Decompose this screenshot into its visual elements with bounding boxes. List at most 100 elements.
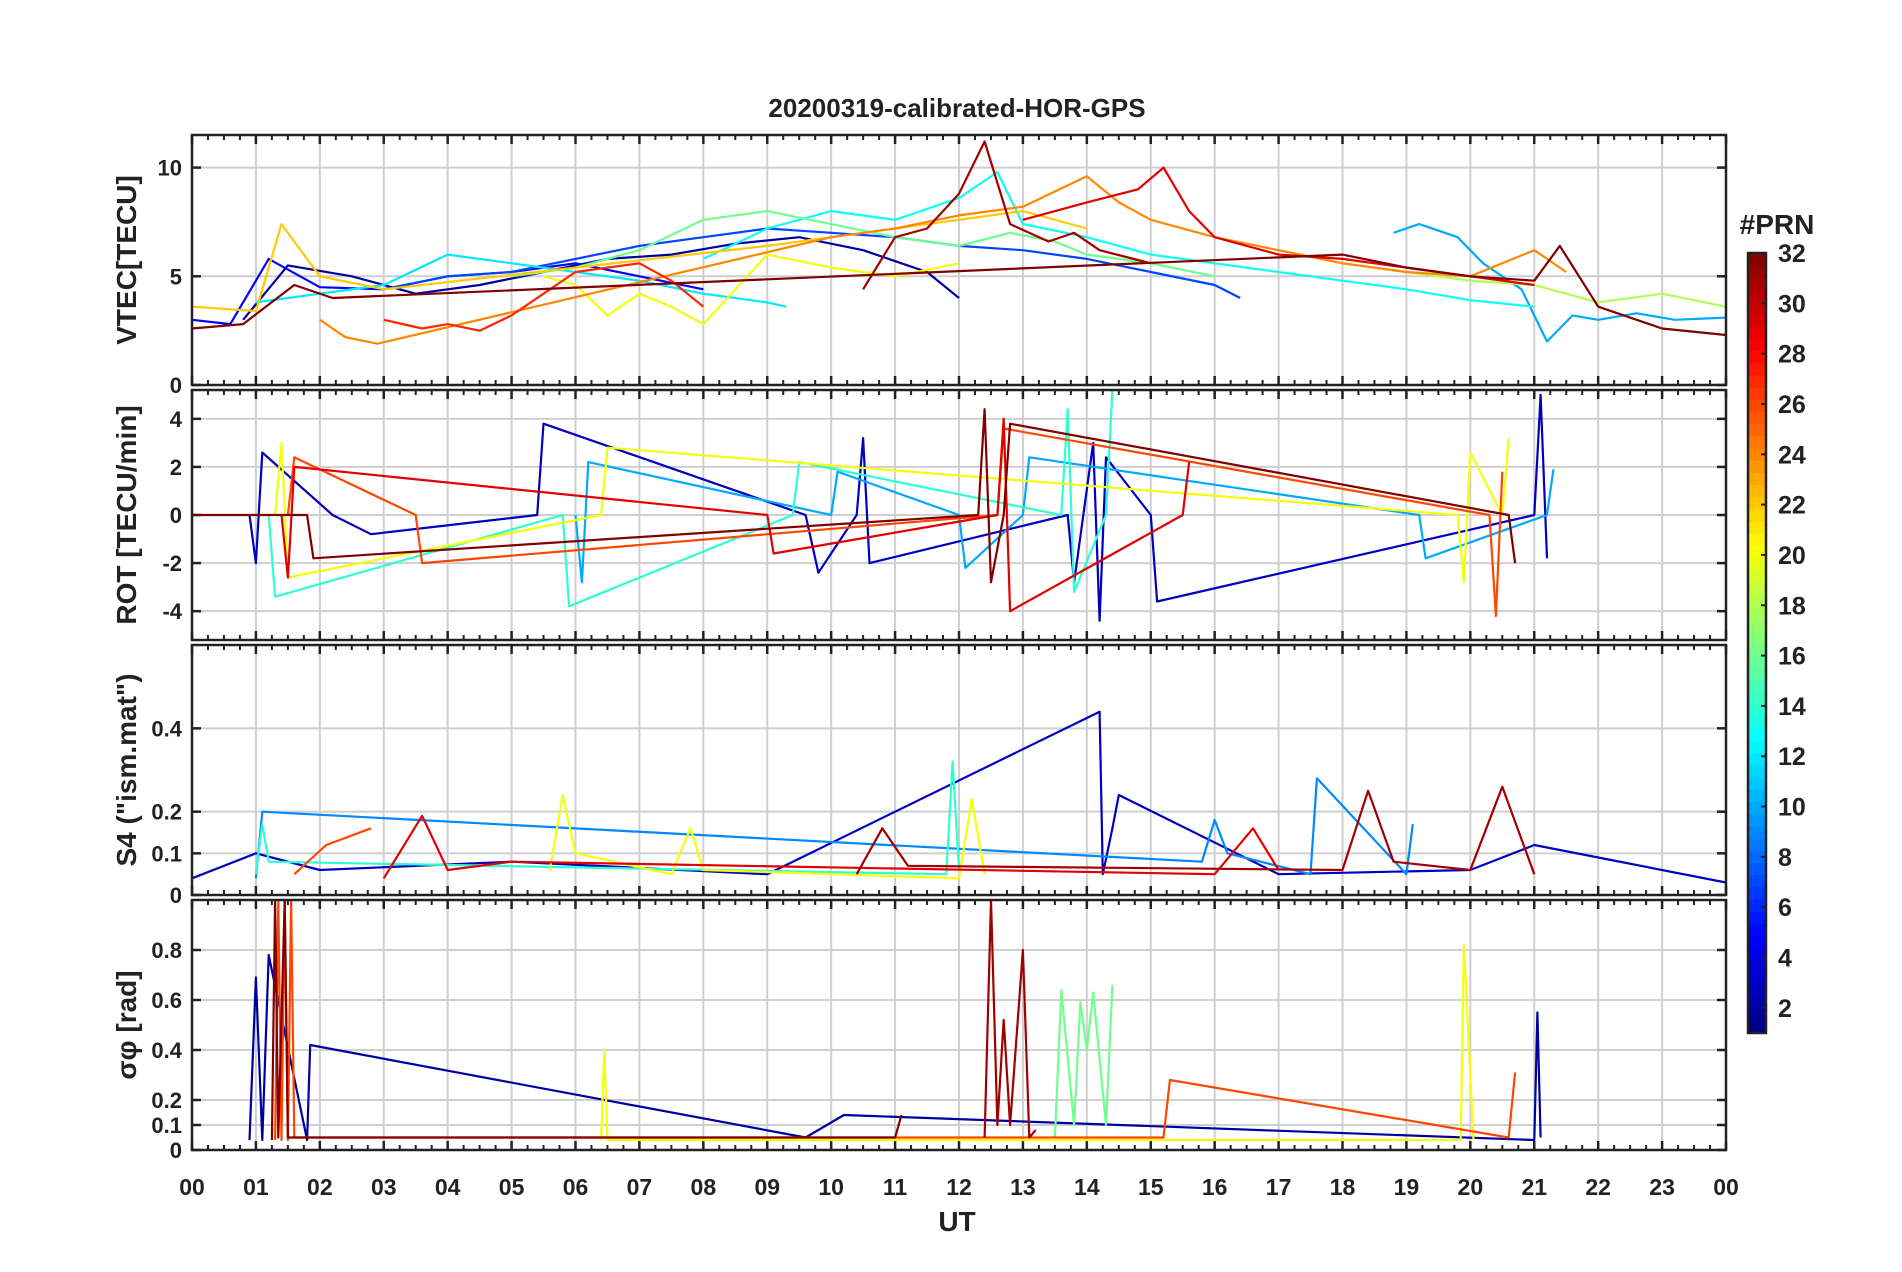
series-line-prn-12 bbox=[255, 253, 787, 308]
y-tick-label: 0.2 bbox=[151, 800, 182, 825]
x-tick-label: 06 bbox=[563, 1174, 589, 1200]
y-tick-label: 0.6 bbox=[151, 988, 182, 1013]
colorbar-segment bbox=[1748, 923, 1766, 937]
y-tick-label: -4 bbox=[162, 599, 182, 624]
colorbar-segment bbox=[1748, 606, 1766, 620]
colorbar-segment bbox=[1748, 874, 1766, 888]
x-tick-label: 07 bbox=[627, 1174, 653, 1200]
x-tick-label: 16 bbox=[1202, 1174, 1228, 1200]
y-tick-label: 4 bbox=[170, 407, 183, 432]
x-tick-label: 00 bbox=[179, 1174, 205, 1200]
y-tick-label: 0 bbox=[170, 373, 182, 398]
colorbar-segment bbox=[1748, 716, 1766, 729]
colorbar-segment bbox=[1748, 289, 1766, 303]
series-line-prn-10 bbox=[574, 456, 1555, 584]
colorbar-segment bbox=[1748, 411, 1766, 425]
colorbar-segment bbox=[1748, 947, 1766, 961]
series-group bbox=[192, 140, 1726, 345]
colorbar-tick-label: 8 bbox=[1778, 844, 1792, 872]
colorbar-segment bbox=[1748, 679, 1766, 693]
series-line-prn-26 bbox=[293, 827, 372, 876]
colorbar-segment bbox=[1748, 362, 1766, 376]
series-line-prn-22 bbox=[192, 210, 1088, 313]
y-tick-label: 0.8 bbox=[151, 938, 182, 963]
colorbar-segment bbox=[1748, 423, 1766, 437]
x-tick-label: 00 bbox=[1713, 1174, 1739, 1200]
colorbar-segment bbox=[1748, 618, 1766, 632]
series-line-prn-9 bbox=[254, 777, 1414, 879]
colorbar-tick-label: 28 bbox=[1778, 341, 1806, 369]
x-tick-label: 04 bbox=[435, 1174, 461, 1200]
x-tick-label: 13 bbox=[1010, 1174, 1036, 1200]
colorbar-segment bbox=[1748, 838, 1766, 851]
colorbar-segment bbox=[1748, 630, 1766, 644]
colorbar-segment bbox=[1748, 301, 1766, 315]
colorbar-segment bbox=[1748, 825, 1766, 839]
series-line-prn-31 bbox=[862, 140, 1152, 290]
colorbar-segment bbox=[1748, 484, 1766, 498]
colorbar-tick-label: 18 bbox=[1778, 592, 1806, 620]
x-tick-label: 21 bbox=[1521, 1174, 1547, 1200]
colorbar-segment bbox=[1748, 338, 1766, 352]
x-tick-label: 10 bbox=[818, 1174, 844, 1200]
series-line-prn-2 bbox=[248, 953, 1542, 1142]
series-line-prn-13 bbox=[702, 170, 1535, 308]
x-tick-label: 09 bbox=[754, 1174, 780, 1200]
colorbar-segment bbox=[1748, 569, 1766, 583]
y-axis-label: VTEC[TECU] bbox=[111, 175, 142, 345]
series-line-prn-7 bbox=[383, 227, 1241, 299]
x-tick-label: 19 bbox=[1394, 1174, 1420, 1200]
colorbar-segment bbox=[1748, 959, 1766, 973]
x-tick-label: 18 bbox=[1330, 1174, 1356, 1200]
colorbar-segment bbox=[1748, 898, 1766, 912]
colorbar-segment bbox=[1748, 643, 1766, 656]
series-line-prn-20 bbox=[548, 793, 986, 880]
colorbar-segment bbox=[1748, 703, 1766, 717]
colorbar-segment bbox=[1748, 1020, 1766, 1034]
x-tick-label: 05 bbox=[499, 1174, 525, 1200]
colorbar-segment bbox=[1748, 801, 1766, 815]
colorbar-segment bbox=[1748, 862, 1766, 876]
colorbar-segment bbox=[1748, 557, 1766, 571]
colorbar-segment bbox=[1748, 582, 1766, 595]
series-line-prn-10 bbox=[1393, 223, 1726, 343]
y-tick-label: 0.4 bbox=[151, 1038, 182, 1063]
colorbar-segment bbox=[1748, 984, 1766, 998]
colorbar-segment bbox=[1748, 265, 1766, 278]
x-tick-label: 03 bbox=[371, 1174, 397, 1200]
y-tick-label: 0 bbox=[170, 1138, 182, 1163]
colorbar-segment bbox=[1748, 850, 1766, 863]
series-line-prn-24 bbox=[319, 175, 1567, 345]
panel-frame bbox=[190, 133, 1728, 387]
panel-frame bbox=[190, 643, 1728, 897]
series-line-prn-14 bbox=[254, 760, 961, 876]
colorbar-segment bbox=[1748, 728, 1766, 742]
series-line-prn-20 bbox=[600, 943, 1475, 1142]
colorbar-segment bbox=[1748, 911, 1766, 924]
colorbar-segment bbox=[1748, 740, 1766, 754]
colorbar-tick-label: 14 bbox=[1778, 693, 1806, 721]
x-tick-label: 02 bbox=[307, 1174, 333, 1200]
colorbar-segment bbox=[1748, 545, 1766, 559]
x-tick-label: 20 bbox=[1458, 1174, 1484, 1200]
series-line-prn-29 bbox=[382, 814, 1280, 879]
colorbar-segment bbox=[1748, 655, 1766, 668]
series-line-prn-27 bbox=[383, 262, 704, 332]
colorbar-segment bbox=[1748, 1008, 1766, 1022]
series-line-prn-20 bbox=[543, 253, 960, 326]
colorbar-segment bbox=[1748, 886, 1766, 900]
x-tick-label: 17 bbox=[1266, 1174, 1292, 1200]
y-axis-label: S4 ("ism.mat") bbox=[111, 673, 142, 866]
colorbar-segment bbox=[1748, 594, 1766, 608]
x-tick-label: 12 bbox=[946, 1174, 972, 1200]
colorbar-segment bbox=[1748, 972, 1766, 985]
y-tick-label: -2 bbox=[162, 551, 182, 576]
colorbar-segment bbox=[1748, 277, 1766, 291]
colorbar-segment bbox=[1748, 435, 1766, 449]
x-tick-label: 08 bbox=[691, 1174, 717, 1200]
colorbar-tick-label: 26 bbox=[1778, 391, 1806, 419]
colorbar-segment bbox=[1748, 253, 1766, 266]
y-tick-label: 0 bbox=[170, 883, 182, 908]
